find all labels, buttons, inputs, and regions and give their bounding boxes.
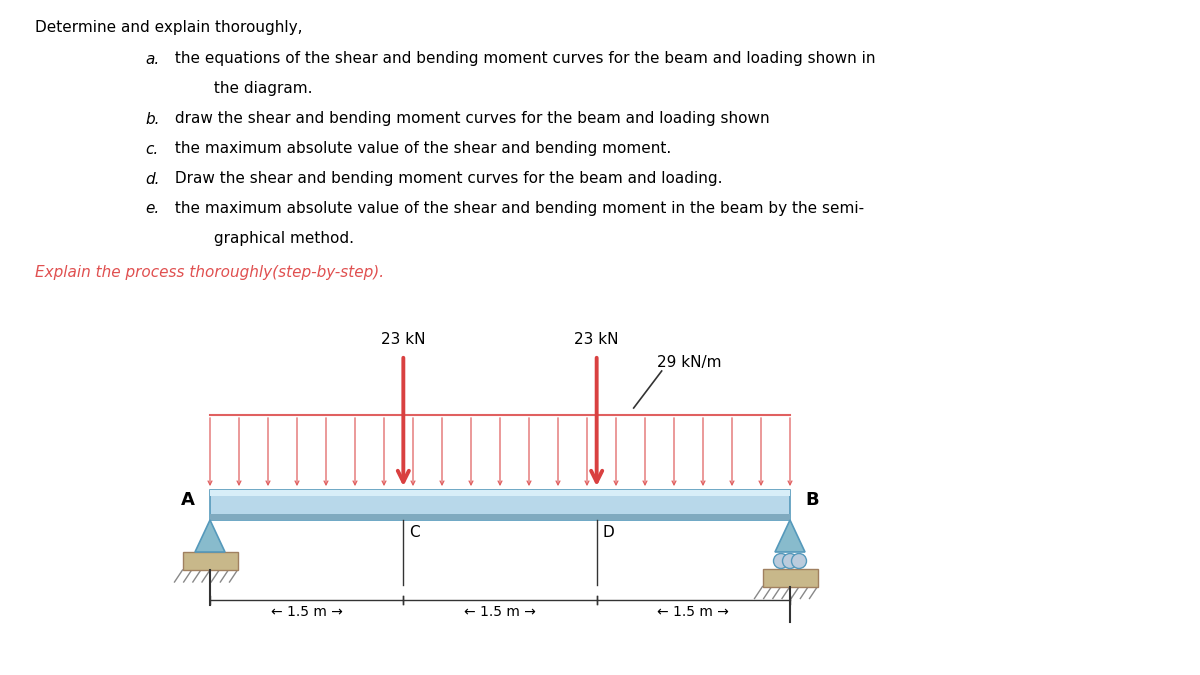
Text: ← 1.5 m →: ← 1.5 m → <box>658 605 730 619</box>
Circle shape <box>774 554 788 568</box>
Text: A: A <box>181 491 196 509</box>
Text: Draw the shear and bending moment curves for the beam and loading.: Draw the shear and bending moment curves… <box>170 171 722 186</box>
FancyBboxPatch shape <box>210 514 790 520</box>
Text: ← 1.5 m →: ← 1.5 m → <box>464 605 536 619</box>
Text: 23 kN: 23 kN <box>382 332 426 347</box>
Circle shape <box>782 554 798 568</box>
Text: the maximum absolute value of the shear and bending moment.: the maximum absolute value of the shear … <box>170 142 671 157</box>
FancyBboxPatch shape <box>762 568 817 587</box>
Text: draw the shear and bending moment curves for the beam and loading shown: draw the shear and bending moment curves… <box>170 111 769 126</box>
Text: B: B <box>805 491 818 509</box>
Text: 29 kN/m: 29 kN/m <box>656 355 721 370</box>
Text: the diagram.: the diagram. <box>170 82 312 97</box>
Text: graphical method.: graphical method. <box>170 232 354 246</box>
Text: Explain the process thoroughly(step-by-step).: Explain the process thoroughly(step-by-s… <box>35 265 384 281</box>
Text: the maximum absolute value of the shear and bending moment in the beam by the se: the maximum absolute value of the shear … <box>170 202 864 217</box>
Text: c.: c. <box>145 142 158 157</box>
Text: the equations of the shear and bending moment curves for the beam and loading sh: the equations of the shear and bending m… <box>170 51 876 67</box>
Text: 23 kN: 23 kN <box>575 332 619 347</box>
Text: D: D <box>602 525 614 540</box>
Text: e.: e. <box>145 202 160 217</box>
FancyBboxPatch shape <box>210 490 790 520</box>
FancyBboxPatch shape <box>210 490 790 495</box>
Polygon shape <box>196 520 226 552</box>
Text: ← 1.5 m →: ← 1.5 m → <box>271 605 343 619</box>
Polygon shape <box>775 520 805 552</box>
Text: b.: b. <box>145 111 160 126</box>
FancyBboxPatch shape <box>182 552 238 570</box>
Text: Determine and explain thoroughly,: Determine and explain thoroughly, <box>35 20 302 35</box>
Circle shape <box>792 554 806 568</box>
Text: C: C <box>409 525 420 540</box>
Text: d.: d. <box>145 171 160 186</box>
Text: a.: a. <box>145 51 160 67</box>
